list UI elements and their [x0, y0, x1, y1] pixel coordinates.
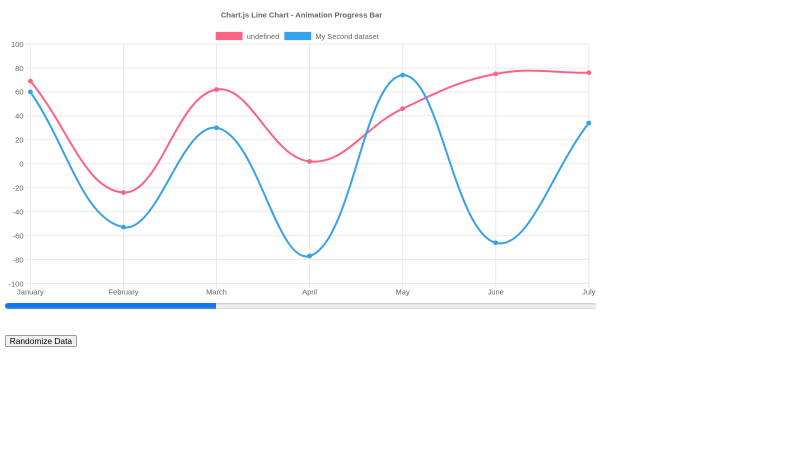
svg-text:100: 100	[11, 40, 24, 49]
svg-text:-100: -100	[8, 279, 23, 288]
svg-text:-80: -80	[13, 255, 24, 264]
svg-text:-60: -60	[13, 231, 24, 240]
svg-text:20: 20	[15, 136, 23, 145]
svg-text:-20: -20	[13, 184, 24, 193]
svg-text:July: July	[582, 288, 596, 297]
svg-text:My Second dataset: My Second dataset	[315, 32, 378, 41]
svg-text:Chart.js Line Chart - Animatio: Chart.js Line Chart - Animation Progress…	[221, 10, 382, 19]
svg-text:40: 40	[15, 112, 23, 121]
svg-text:undefined: undefined	[247, 32, 279, 41]
svg-text:June: June	[488, 288, 504, 297]
svg-text:60: 60	[15, 88, 23, 97]
svg-text:-40: -40	[13, 207, 24, 216]
svg-text:February: February	[108, 288, 138, 297]
svg-text:0: 0	[19, 160, 23, 169]
svg-text:March: March	[206, 288, 227, 297]
svg-text:May: May	[396, 288, 410, 297]
svg-text:80: 80	[15, 64, 23, 73]
svg-text:April: April	[302, 288, 317, 297]
svg-text:January: January	[17, 288, 44, 297]
